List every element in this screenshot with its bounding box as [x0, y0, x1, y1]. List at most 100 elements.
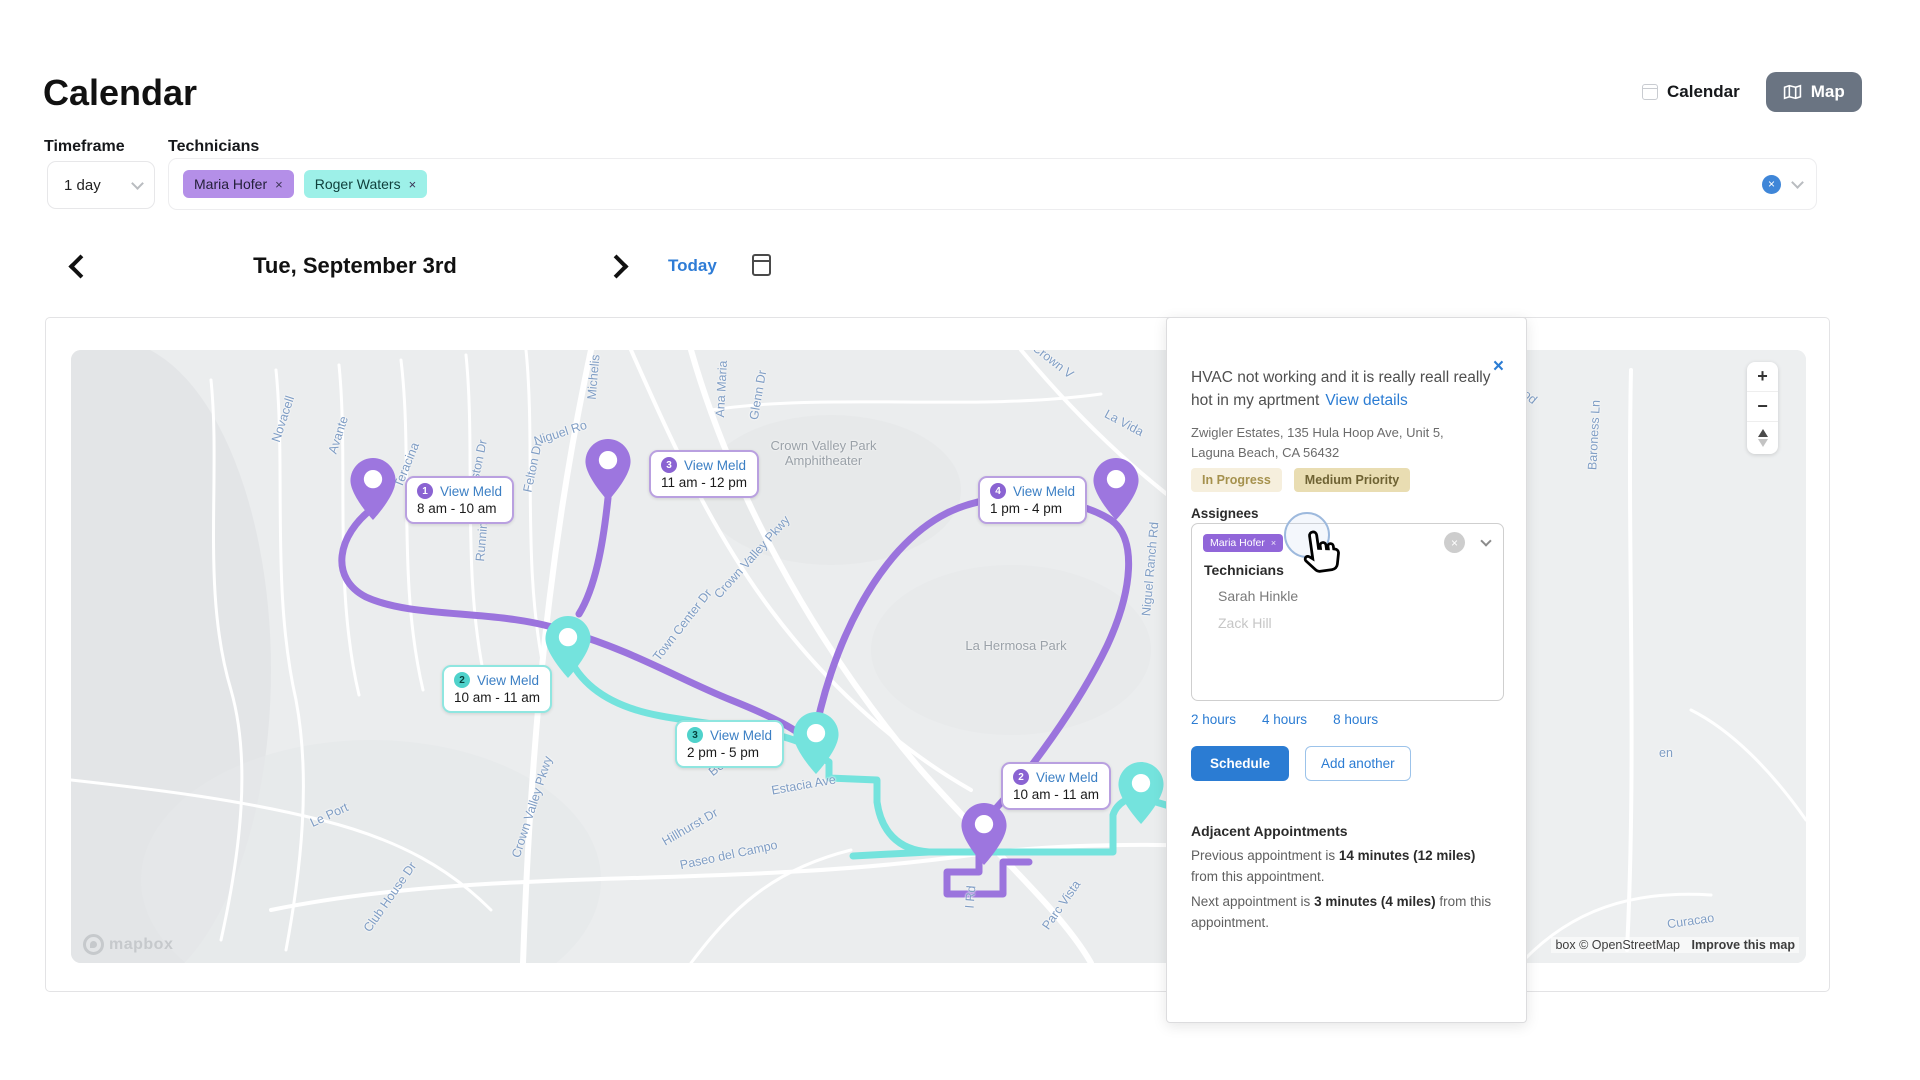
compass-needle-icon [1757, 439, 1768, 447]
option-sarah-hinkle[interactable]: Sarah Hinkle [1218, 588, 1299, 604]
map-pin-purple-1[interactable] [350, 458, 396, 520]
assignees-select[interactable]: Maria Hofer × × Technicians Sarah Hinkle… [1191, 512, 1504, 701]
meld-time: 10 am - 11 am [1013, 787, 1100, 802]
status-badge: In Progress [1191, 468, 1282, 492]
view-meld-link[interactable]: View Meld [1013, 483, 1076, 499]
timeframe-label: Timeframe [44, 138, 125, 155]
map-card: Novacell Avante Teracina Preston Dr Felt… [45, 317, 1830, 992]
map-canvas[interactable]: Novacell Avante Teracina Preston Dr Felt… [71, 350, 1806, 963]
next-appointment-text: Next appointment is 3 minutes (4 miles) … [1191, 894, 1492, 930]
multiselect-controls: × [1762, 174, 1804, 194]
duration-links: 2 hours 4 hours 8 hours [1191, 712, 1378, 727]
appointment-address: Zwigler Estates, 135 Hula Hoop Ave, Unit… [1191, 425, 1444, 460]
remove-tag-icon[interactable]: × [275, 176, 283, 192]
meld-number-badge: 1 [417, 483, 433, 499]
compass-needle-icon [1757, 429, 1768, 437]
view-meld-link[interactable]: View Meld [440, 483, 503, 499]
remove-tag-icon[interactable]: × [408, 176, 417, 192]
park-label: Crown Valley Park Amphitheater [770, 438, 877, 468]
street-label: en [1659, 746, 1673, 760]
toggle-calendar-label: Calendar [1667, 82, 1740, 101]
remove-tag-icon[interactable]: × [1270, 538, 1277, 548]
view-meld-link[interactable]: View Meld [477, 672, 540, 688]
chevron-down-icon[interactable] [1791, 175, 1804, 189]
meld-label-3[interactable]: 4 View Meld 1 pm - 4 pm [978, 476, 1088, 524]
today-button[interactable]: Today [668, 256, 717, 275]
meld-time: 10 am - 11 am [454, 690, 541, 705]
assignee-tag-label: Maria Hofer [1210, 537, 1265, 549]
previous-day-button[interactable] [68, 254, 93, 279]
attribution-text[interactable]: box © OpenStreetMap [1555, 938, 1681, 952]
popup-buttons: Schedule Add another [1191, 746, 1411, 781]
map-pin-teal-2[interactable] [793, 712, 839, 774]
improve-map-link[interactable]: Improve this map [1691, 938, 1796, 952]
next-day-button[interactable] [604, 254, 629, 279]
toggle-map-view[interactable]: Map [1765, 72, 1862, 112]
timeframe-value: 1 day [64, 176, 101, 194]
view-toggle: Calendar Map [1628, 72, 1862, 112]
meld-label-1[interactable]: 1 View Meld 8 am - 10 am [405, 476, 515, 524]
chevron-down-icon [131, 176, 144, 190]
add-another-button[interactable]: Add another [1305, 746, 1411, 781]
options-group-label: Technicians [1204, 562, 1284, 578]
meld-number-badge: 3 [687, 727, 703, 743]
assignee-tag-maria[interactable]: Maria Hofer × [1203, 534, 1284, 552]
mapbox-wordmark: mapbox [109, 935, 174, 953]
technician-tag-roger[interactable]: Roger Waters × [303, 170, 428, 198]
zoom-out-button[interactable]: − [1747, 392, 1778, 422]
technician-tag-label: Roger Waters [314, 176, 401, 192]
technician-tag-label: Maria Hofer [194, 176, 268, 192]
mapbox-icon [83, 934, 104, 955]
meld-number-badge: 2 [1013, 769, 1029, 785]
map-pin-purple-2[interactable] [585, 439, 631, 501]
technicians-multiselect[interactable]: Maria Hofer × Roger Waters × × [168, 158, 1817, 210]
hand-cursor-icon [1303, 530, 1340, 573]
meld-time: 8 am - 10 am [417, 501, 497, 516]
view-meld-link[interactable]: View Meld [710, 727, 773, 743]
toggle-map-label: Map [1810, 82, 1845, 101]
meld-label-5[interactable]: 3 View Meld 2 pm - 5 pm [675, 720, 785, 768]
clear-assignees-icon[interactable]: × [1444, 532, 1465, 553]
view-meld-link[interactable]: View Meld [1036, 769, 1099, 785]
adjacent-appointments-title: Adjacent Appointments [1191, 823, 1348, 839]
map-pin-purple-3[interactable] [1093, 458, 1139, 520]
option-zack-hill[interactable]: Zack Hill [1218, 615, 1272, 631]
toggle-calendar-view[interactable]: Calendar [1628, 72, 1754, 112]
zoom-in-button[interactable]: + [1747, 362, 1778, 392]
view-meld-link[interactable]: View Meld [684, 457, 747, 473]
view-details-link[interactable]: View details [1325, 392, 1408, 410]
duration-4-hours[interactable]: 4 hours [1262, 712, 1308, 727]
chevron-down-icon[interactable] [1480, 535, 1492, 547]
duration-8-hours[interactable]: 8 hours [1333, 712, 1379, 727]
map-attribution: box © OpenStreetMap Improve this map [1551, 937, 1799, 953]
appointment-popup: × HVAC not working and it is really real… [1166, 317, 1527, 1023]
meld-label-2[interactable]: 3 View Meld 11 am - 12 pm [649, 450, 760, 498]
cursor-highlight [1284, 512, 1330, 558]
meld-label-6[interactable]: 2 View Meld 10 am - 11 am [1001, 762, 1112, 810]
meld-number-badge: 4 [990, 483, 1006, 499]
schedule-button[interactable]: Schedule [1191, 746, 1290, 781]
map-pin-teal-3[interactable] [1118, 762, 1164, 824]
street-label: Ana Maria [713, 360, 730, 418]
meld-label-4[interactable]: 2 View Meld 10 am - 11 am [442, 665, 553, 713]
priority-badge: Medium Priority [1293, 468, 1411, 492]
map-zoom-controls: + − [1747, 362, 1778, 454]
previous-appointment-text: Previous appointment is 14 minutes (12 m… [1191, 848, 1476, 884]
calendar-icon [1642, 84, 1658, 100]
timeframe-select[interactable]: 1 day [47, 161, 155, 209]
route-purple [338, 493, 1133, 898]
current-date-label: Tue, September 3rd [253, 253, 457, 278]
meld-time: 1 pm - 4 pm [990, 501, 1063, 516]
badges-row: In Progress Medium Priority [1191, 468, 1411, 492]
close-icon[interactable]: × [1492, 356, 1504, 377]
mapbox-logo[interactable]: mapbox [83, 934, 173, 955]
map-pin-teal-1[interactable] [545, 616, 591, 678]
duration-2-hours[interactable]: 2 hours [1191, 712, 1237, 727]
compass-button[interactable] [1747, 422, 1778, 454]
technician-tag-maria[interactable]: Maria Hofer × [183, 170, 294, 198]
date-picker-icon[interactable] [752, 254, 771, 276]
appointment-title: HVAC not working and it is really reall … [1191, 369, 1491, 410]
map-pin-purple-4[interactable] [961, 803, 1007, 865]
clear-all-icon[interactable]: × [1762, 174, 1781, 194]
